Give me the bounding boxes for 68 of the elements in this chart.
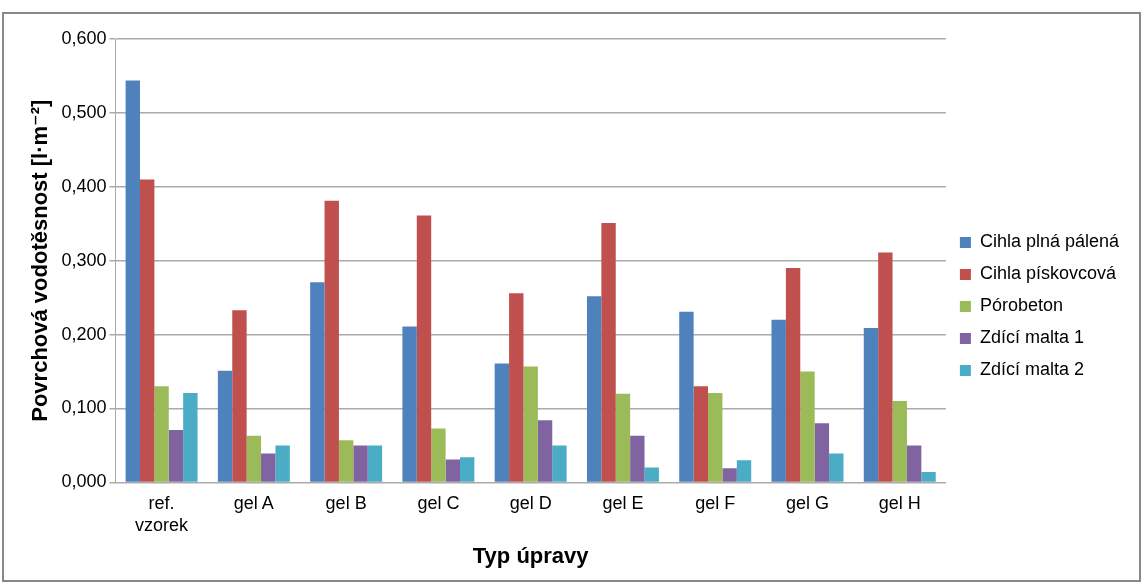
bar: [892, 401, 907, 482]
bar: [367, 445, 383, 482]
x-tick-label: gel B: [325, 493, 367, 514]
bar: [708, 392, 723, 482]
bar: [722, 468, 737, 482]
x-tick-label: gel G: [785, 493, 829, 514]
bar: [168, 429, 184, 482]
legend-label: Zdící malta 1: [979, 327, 1084, 348]
y-tick-label: 0,100: [61, 397, 107, 418]
x-tick-label: gel D: [509, 493, 552, 514]
x-tick-label: gel F: [695, 493, 736, 514]
bar: [310, 282, 325, 482]
bar: [324, 200, 339, 482]
bar: [416, 215, 432, 482]
x-tick-label: gel C: [417, 493, 460, 514]
x-tick-label: gel E: [602, 493, 644, 514]
bar: [183, 392, 198, 482]
bar: [921, 472, 936, 482]
bar: [814, 423, 830, 482]
y-tick-label: 0,200: [61, 323, 107, 344]
y-axis-title: Povrchová vodotěsnost [l·m⁻²]: [27, 99, 53, 422]
bar: [402, 326, 417, 482]
bar: [246, 435, 262, 482]
bar: [601, 223, 616, 482]
y-tick-label: 0,000: [61, 471, 107, 492]
y-tick-label: 0,500: [61, 101, 107, 122]
bar: [829, 453, 844, 482]
bar: [630, 435, 645, 482]
bar: [586, 296, 602, 482]
bar: [494, 363, 510, 482]
bar: [217, 370, 233, 482]
bar: [261, 453, 276, 482]
x-tick-label: gel A: [233, 493, 274, 514]
x-axis-title: Typ úpravy: [472, 542, 590, 568]
bar: [338, 440, 354, 482]
x-tick-label: gel H: [878, 493, 921, 514]
bar: [785, 268, 801, 482]
bar: [552, 445, 567, 482]
legend-label: Cihla pískovcová: [979, 263, 1117, 284]
bar: [125, 80, 140, 482]
legend-label: Cihla plná pálená: [979, 231, 1120, 252]
x-tick-label: ref. vzorek: [135, 493, 190, 535]
bar: [615, 393, 631, 482]
bar: [644, 467, 659, 482]
legend-label: Zdící malta 2: [979, 359, 1084, 380]
bar: [878, 252, 893, 482]
bar: [679, 311, 694, 482]
y-tick-label: 0,600: [61, 27, 107, 48]
y-tick-label: 0,300: [61, 249, 107, 270]
bar: [537, 420, 553, 482]
bar: [523, 366, 538, 482]
bar: [154, 386, 169, 482]
bar: [771, 319, 786, 482]
bar: [139, 179, 155, 482]
bar: [509, 293, 524, 482]
bar: [863, 327, 879, 482]
bar: [431, 428, 446, 482]
legend-label: Pórobeton: [979, 295, 1063, 316]
bar: [736, 460, 752, 482]
bar: [906, 445, 922, 482]
bar: [232, 310, 247, 482]
bar: [693, 386, 709, 482]
bar: [445, 459, 460, 482]
bar: [353, 445, 368, 482]
y-tick-label: 0,400: [61, 175, 107, 196]
bar: [459, 457, 475, 482]
bar: [275, 445, 290, 482]
bar: [800, 371, 815, 482]
